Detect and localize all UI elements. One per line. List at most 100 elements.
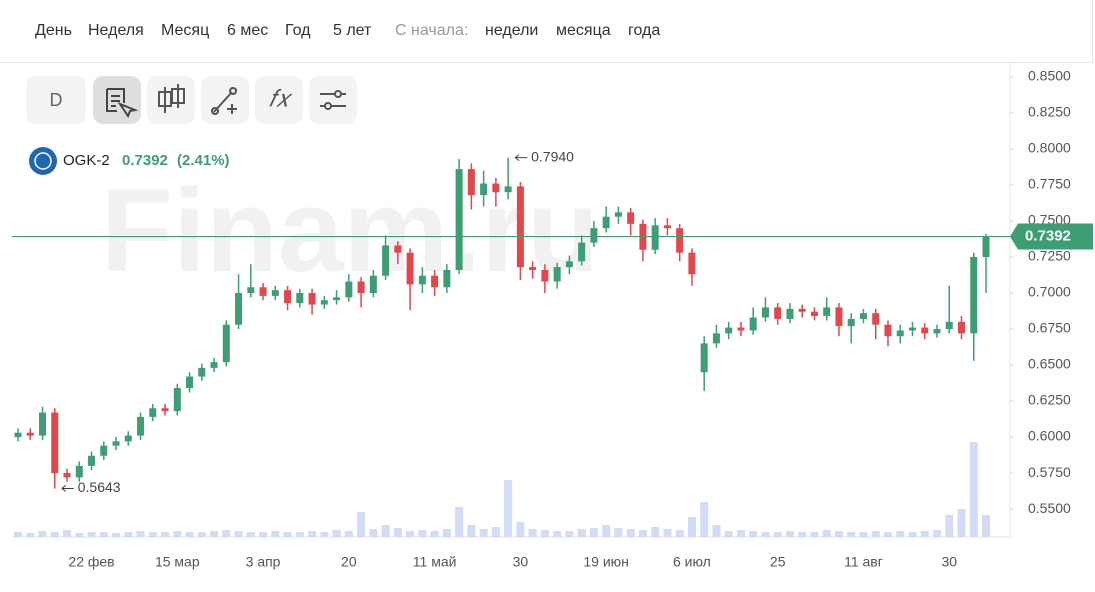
volume-bar	[161, 532, 170, 537]
volume-bar	[112, 533, 121, 537]
volume-bar	[271, 531, 280, 537]
volume-bar	[369, 529, 378, 537]
candle-body	[161, 408, 169, 412]
candle-body	[210, 362, 218, 368]
candle-body	[553, 267, 561, 282]
candle-body	[112, 441, 120, 446]
y-tick-label: 0.5750	[1028, 464, 1071, 480]
volume-bar	[26, 533, 35, 537]
candle-body	[39, 412, 47, 436]
volume-bar	[847, 532, 856, 537]
y-tick-label: 0.8500	[1028, 68, 1071, 84]
x-tick-label: 3 апр	[246, 554, 281, 570]
candle-body	[982, 236, 990, 257]
tool-button[interactable]	[255, 76, 303, 124]
candle-body	[651, 225, 659, 250]
x-tick-label: 11 авг	[844, 554, 883, 570]
y-tick-label: 0.8000	[1028, 140, 1071, 156]
volume-bar	[589, 528, 598, 537]
volume-bars	[14, 442, 990, 537]
y-tick-label: 0.6000	[1028, 428, 1071, 444]
icon	[334, 90, 342, 98]
candle-body	[63, 473, 71, 478]
icon	[324, 102, 332, 110]
candle-body	[627, 212, 635, 224]
candle-body	[418, 275, 426, 285]
volume-bar	[749, 531, 758, 537]
candle-body	[676, 228, 684, 253]
volume-bar	[540, 530, 549, 537]
ticker-logo	[29, 147, 57, 175]
icon: 𝑓𝑥	[269, 87, 293, 113]
volume-bar	[810, 532, 819, 537]
volume-bar	[442, 529, 451, 537]
candle-body	[700, 343, 708, 373]
candle-body	[786, 308, 794, 319]
candle-body	[431, 275, 439, 288]
range-tab[interactable]: День	[35, 22, 72, 39]
range-tab[interactable]: 5 лет	[333, 22, 372, 39]
volume-bar	[479, 529, 488, 537]
candle-body	[75, 465, 83, 478]
tool-button[interactable]	[309, 76, 357, 124]
range-tab[interactable]: недели	[485, 22, 539, 39]
volume-bar	[834, 531, 843, 537]
volume-bar	[418, 530, 427, 537]
range-tab[interactable]: года	[628, 22, 661, 39]
candle-body	[198, 367, 206, 377]
candle-body	[663, 225, 671, 229]
volume-bar	[124, 532, 133, 537]
candle-body	[235, 293, 243, 325]
volume-bar	[798, 532, 807, 537]
candle-body	[712, 333, 720, 344]
candle-body	[847, 318, 855, 327]
candle-body	[222, 324, 230, 363]
volume-bar	[381, 525, 390, 537]
candle-body	[284, 290, 292, 304]
candle-body	[259, 287, 267, 296]
range-tab[interactable]: Месяц	[161, 22, 210, 39]
candle-body	[26, 432, 34, 436]
annotation-label: 0.7940	[531, 148, 574, 164]
last-price: 0.7392	[122, 152, 168, 169]
candle-body	[100, 445, 108, 456]
candle-body	[970, 256, 978, 334]
y-tick-label: 0.8250	[1028, 104, 1071, 120]
candle-body	[908, 327, 916, 331]
annotation-label: 0.5643	[78, 479, 121, 495]
volume-bar	[246, 532, 255, 537]
candle-body	[124, 435, 132, 442]
volume-bar	[638, 530, 647, 537]
volume-bar	[332, 530, 341, 537]
candle-body	[541, 269, 549, 282]
range-tab[interactable]: Год	[285, 22, 311, 39]
volume-bar	[516, 522, 525, 537]
volume-bar	[773, 532, 782, 537]
range-tab[interactable]: Неделя	[88, 22, 144, 39]
volume-bar	[724, 531, 733, 537]
candle-body	[504, 186, 512, 193]
y-tick-label: 0.7750	[1028, 176, 1071, 192]
range-tab[interactable]: 6 мес	[227, 22, 269, 39]
volume-bar	[63, 530, 72, 537]
candle-body	[88, 455, 96, 466]
volume-bar	[344, 531, 353, 537]
interval-label: D	[50, 90, 63, 110]
candle-body	[761, 307, 769, 318]
range-tab[interactable]: месяца	[556, 22, 611, 39]
candle-body	[725, 327, 733, 334]
candle-body	[394, 245, 402, 253]
x-tick-label: 11 май	[413, 554, 457, 570]
y-tick-label: 0.7250	[1028, 248, 1071, 264]
volume-bar	[295, 532, 304, 537]
volume-bar	[148, 532, 157, 537]
volume-bar	[565, 531, 574, 537]
candle-body	[737, 327, 745, 331]
volume-bar	[393, 528, 402, 537]
volume-bar	[945, 515, 954, 537]
candle-body	[688, 252, 696, 275]
candle-body	[14, 432, 22, 438]
volume-bar	[687, 517, 696, 537]
candle-body	[614, 212, 622, 217]
interval-button[interactable]	[26, 76, 86, 124]
